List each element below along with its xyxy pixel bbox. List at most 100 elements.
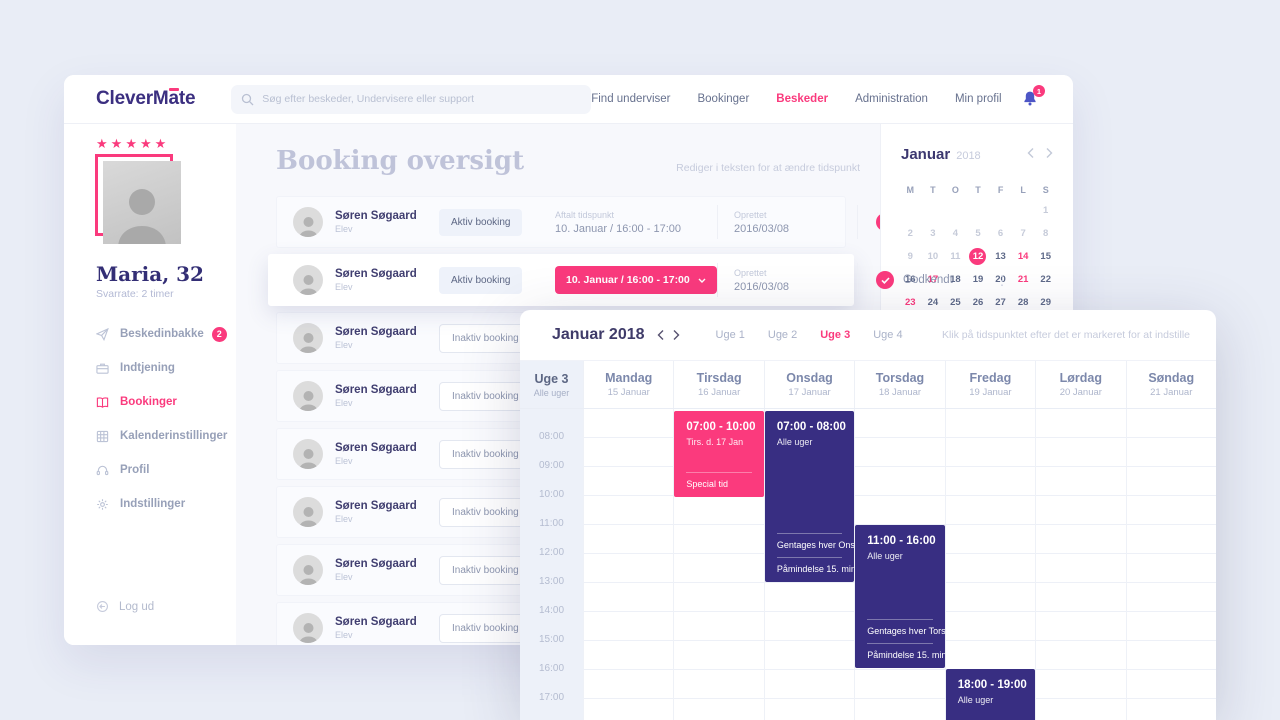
calendar-day[interactable]: 8 (1043, 228, 1049, 239)
booking-status-button[interactable]: Aktiv booking (439, 266, 523, 294)
calendar-day[interactable]: 12 (967, 248, 990, 265)
calendar-day[interactable]: 24 (927, 297, 939, 308)
student-name: Søren Søgaard (335, 326, 417, 338)
booking-status-button[interactable]: Inaktiv booking (439, 381, 532, 411)
prev-week-button[interactable] (657, 329, 665, 341)
logout-button[interactable]: Log ud (96, 600, 154, 613)
approval-status: Godkendt (857, 263, 979, 297)
event-detail: Special tid (686, 479, 728, 489)
day-name: Fredag (969, 371, 1012, 385)
calendar-day[interactable]: 23 (904, 297, 916, 308)
calendar-day[interactable]: 1 (1043, 205, 1049, 216)
sidebar-item-beskedinbakke[interactable]: Beskedinbakke 2 (96, 324, 227, 344)
calendar-day[interactable]: 28 (1017, 297, 1029, 308)
student-name: Søren Søgaard (335, 210, 417, 222)
column-divider (854, 409, 856, 720)
day-column-header: Fredag 19 Januar (944, 361, 1035, 408)
booking-status-button[interactable]: Inaktiv booking (439, 439, 532, 469)
calendar-day[interactable]: 7 (1020, 228, 1026, 239)
send-icon (96, 327, 109, 341)
scheduled-time-button[interactable]: 10. Januar / 16:00 - 17:00 (555, 266, 717, 294)
calendar-day[interactable]: 26 (972, 297, 984, 308)
calendar-day[interactable]: 17 (927, 274, 939, 285)
search-bar[interactable] (231, 84, 592, 114)
column-divider (583, 409, 584, 720)
calendar-day[interactable]: 27 (995, 297, 1006, 308)
nav-item-find-underviser[interactable]: Find underviser (591, 93, 671, 105)
booking-row[interactable]: Søren Søgaard Elev Aktiv booking Aftalt … (276, 196, 1009, 248)
week-tab-2[interactable]: Uge 2 (767, 329, 798, 341)
calendar-event-wednesday-recur[interactable]: 07:00 - 08:00 Alle uger Gentages hver Ons.… (764, 411, 855, 582)
nav-item-administration[interactable]: Administration (855, 93, 928, 105)
day-name: Søndag (1148, 371, 1195, 385)
booking-status-button[interactable]: Inaktiv booking (439, 323, 532, 353)
sidebar-item-indstillinger[interactable]: Indstillinger (96, 494, 227, 514)
time-label: 08:00 (538, 431, 565, 442)
event-divider (686, 472, 752, 473)
calendar-day[interactable]: 9 (907, 251, 913, 262)
calendar-day[interactable]: 15 (1040, 251, 1051, 262)
calendar-day[interactable]: 10 (927, 251, 939, 262)
booking-status-button[interactable]: Inaktiv booking (439, 497, 532, 527)
weekday-header: F (997, 185, 1004, 195)
event-divider (776, 557, 843, 558)
notifications-bell[interactable]: 1 (1022, 85, 1045, 108)
check-icon (876, 271, 894, 289)
calendar-day[interactable]: 6 (997, 228, 1004, 239)
calendar-day[interactable]: 13 (995, 251, 1006, 262)
calendar-day[interactable]: 29 (1040, 297, 1051, 308)
calendar-day[interactable]: 11 (950, 251, 961, 262)
calendar-event-thursday-recur[interactable]: 11:00 - 16:00 Alle uger Gentages hver Tors… (855, 525, 945, 668)
nav-item-beskeder[interactable]: Beskeder (776, 93, 829, 105)
day-column-header: Mandag 15 Januar (583, 361, 673, 408)
student-role: Elev (335, 282, 353, 292)
edit-hint: Rediger i teksten for at ændre tidspunkt (676, 162, 860, 174)
week-tab-1[interactable]: Uge 1 (715, 329, 745, 341)
calendar-day[interactable]: 4 (952, 228, 959, 239)
calendar-day[interactable]: 16 (904, 274, 916, 285)
event-detail: Påmindelse 15. min. (867, 650, 945, 660)
sidebar-item-profil[interactable]: Profil (96, 460, 227, 480)
sidebar-item-kalenderinstillinger[interactable]: Kalenderinstillinger (96, 426, 227, 446)
headset-icon (96, 464, 109, 477)
calendar-day[interactable]: 2 (907, 228, 913, 239)
week-tab-4[interactable]: Uge 4 (873, 329, 903, 341)
nav-item-bookinger[interactable]: Bookinger (697, 93, 750, 105)
student-name: Søren Søgaard (335, 268, 417, 280)
weekday-header: O (951, 185, 959, 195)
booking-status-button[interactable]: Inaktiv booking (439, 555, 532, 585)
day-date: 15 Januar (607, 387, 650, 398)
topbar: CleverMate Find underviser Bookinger Beske… (64, 75, 1073, 124)
calendar-day[interactable]: 20 (995, 274, 1006, 285)
booking-status-button[interactable]: Aktiv booking (439, 208, 523, 236)
booking-status-button[interactable]: Inaktiv booking (439, 613, 532, 643)
calendar-day (922, 203, 945, 218)
unread-badge: 2 (211, 326, 227, 342)
booking-row[interactable]: Søren Søgaard Elev Aktiv booking 10. Jan… (268, 254, 1009, 306)
search-input[interactable] (262, 93, 582, 105)
calendar-day[interactable]: 3 (930, 228, 936, 239)
calendar-event-tuesday-special[interactable]: 07:00 - 10:00 Tirs. d. 17 Jan Special tid (674, 411, 764, 497)
calendar-day[interactable]: 21 (1017, 274, 1029, 285)
student-name: Søren Søgaard (335, 616, 417, 628)
sidebar-item-bookinger[interactable]: Bookinger (96, 392, 227, 412)
calendar-day[interactable]: 5 (975, 228, 981, 239)
book-icon (96, 396, 109, 409)
kebab-menu-icon[interactable]: ⋮ (995, 272, 1009, 288)
week-tab-3[interactable]: Uge 3 (820, 329, 851, 341)
prev-month-button[interactable] (1027, 147, 1035, 159)
next-week-button[interactable] (672, 329, 680, 341)
calendar-day[interactable]: 22 (1040, 274, 1051, 285)
next-month-button[interactable] (1045, 147, 1053, 159)
calendar-event-friday-evening[interactable]: 18:00 - 19:00 Alle uger (945, 669, 1036, 720)
sidebar-item-indtjening[interactable]: Indtjening (96, 358, 227, 378)
scheduled-time-cell: 10. Januar / 16:00 - 17:00 (555, 266, 717, 294)
calendar-day[interactable]: 19 (972, 274, 984, 285)
nav-item-min-profil[interactable]: Min profil (954, 93, 1002, 105)
time-label: 16:00 (538, 663, 565, 674)
calendar-day[interactable]: 14 (1017, 251, 1029, 262)
avatar (293, 439, 323, 469)
calendar-day[interactable]: 18 (950, 274, 961, 285)
calendar-day[interactable]: 25 (950, 297, 961, 308)
weekday-header: L (1020, 185, 1026, 195)
